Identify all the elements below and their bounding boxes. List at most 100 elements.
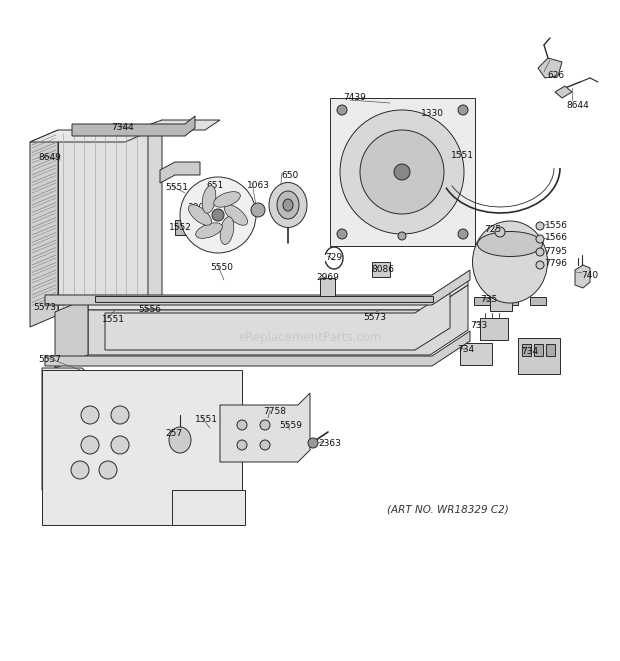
Polygon shape [160,162,200,183]
Bar [502,297,518,305]
Polygon shape [42,368,152,490]
Circle shape [180,177,256,253]
Text: 729: 729 [326,254,343,262]
Text: 725: 725 [484,225,502,235]
Ellipse shape [214,192,241,207]
Text: 2363: 2363 [319,438,342,447]
Circle shape [337,105,347,115]
Text: 5551: 5551 [166,184,188,192]
Polygon shape [72,116,195,136]
Circle shape [398,232,406,240]
Text: 740: 740 [582,270,598,280]
Circle shape [337,229,347,239]
Polygon shape [148,308,220,320]
Circle shape [308,438,318,448]
Circle shape [111,406,129,424]
Text: 5550: 5550 [211,264,234,272]
Ellipse shape [202,186,216,214]
Ellipse shape [220,217,234,245]
Text: 390: 390 [187,202,205,212]
Bar [175,220,187,235]
Text: (ART NO. WR18329 C2): (ART NO. WR18329 C2) [387,505,509,515]
Polygon shape [42,490,152,520]
Polygon shape [58,130,153,315]
Polygon shape [538,58,562,78]
Text: 7796: 7796 [544,260,567,268]
Polygon shape [30,130,153,142]
Circle shape [71,461,89,479]
Bar [522,344,531,356]
Text: 7795: 7795 [544,247,567,256]
Text: 1330: 1330 [420,108,443,118]
Circle shape [495,227,505,237]
Ellipse shape [188,205,211,225]
Polygon shape [88,285,468,355]
Circle shape [536,248,544,256]
Text: 735: 735 [480,295,498,305]
Circle shape [536,235,544,243]
Ellipse shape [269,182,307,227]
Circle shape [360,130,444,214]
Text: 5557: 5557 [38,356,61,364]
Polygon shape [45,331,470,366]
Circle shape [260,440,270,450]
Polygon shape [55,298,88,368]
Text: eReplacementParts.com: eReplacementParts.com [238,332,382,344]
Text: 1551: 1551 [451,151,474,159]
Circle shape [237,420,247,430]
Text: 5556: 5556 [138,305,161,315]
Text: 734: 734 [458,346,474,354]
Polygon shape [148,120,220,130]
Text: 7758: 7758 [264,407,286,416]
Text: 8086: 8086 [371,266,394,274]
Text: 1551: 1551 [195,416,218,424]
Text: 5573: 5573 [33,303,56,313]
Text: 7439: 7439 [343,93,366,102]
Bar [490,296,512,311]
Ellipse shape [472,221,547,303]
Circle shape [458,229,468,239]
Bar [546,344,555,356]
Text: 8644: 8644 [567,100,590,110]
Text: 1552: 1552 [169,223,192,231]
Bar [534,344,543,356]
Bar [372,262,390,277]
Text: 1063: 1063 [247,180,270,190]
Bar [530,297,546,305]
Bar [518,338,560,374]
Text: 2969: 2969 [317,274,339,282]
Circle shape [99,461,117,479]
Polygon shape [220,393,310,462]
Text: 8649: 8649 [38,153,61,163]
Text: 650: 650 [281,171,299,180]
Ellipse shape [169,427,191,453]
Text: 626: 626 [547,71,565,79]
Polygon shape [88,273,468,310]
Polygon shape [555,86,572,98]
Bar [460,343,492,365]
Bar [95,296,433,302]
Circle shape [260,420,270,430]
Text: 1566: 1566 [544,233,567,243]
Text: 5573: 5573 [363,313,386,323]
Circle shape [536,261,544,269]
Ellipse shape [477,231,542,256]
Circle shape [251,203,265,217]
Bar [480,318,508,340]
Circle shape [212,209,224,221]
Circle shape [394,164,410,180]
Circle shape [536,222,544,230]
Text: 651: 651 [206,180,224,190]
Bar [330,98,475,246]
Text: 1551: 1551 [102,315,125,325]
Polygon shape [148,120,162,325]
Text: 7344: 7344 [112,124,135,132]
Ellipse shape [277,191,299,219]
Bar [474,297,490,305]
Ellipse shape [196,223,223,239]
Polygon shape [172,490,245,525]
Polygon shape [105,290,450,350]
Circle shape [340,110,464,234]
Text: 733: 733 [471,321,487,329]
Ellipse shape [224,205,247,225]
